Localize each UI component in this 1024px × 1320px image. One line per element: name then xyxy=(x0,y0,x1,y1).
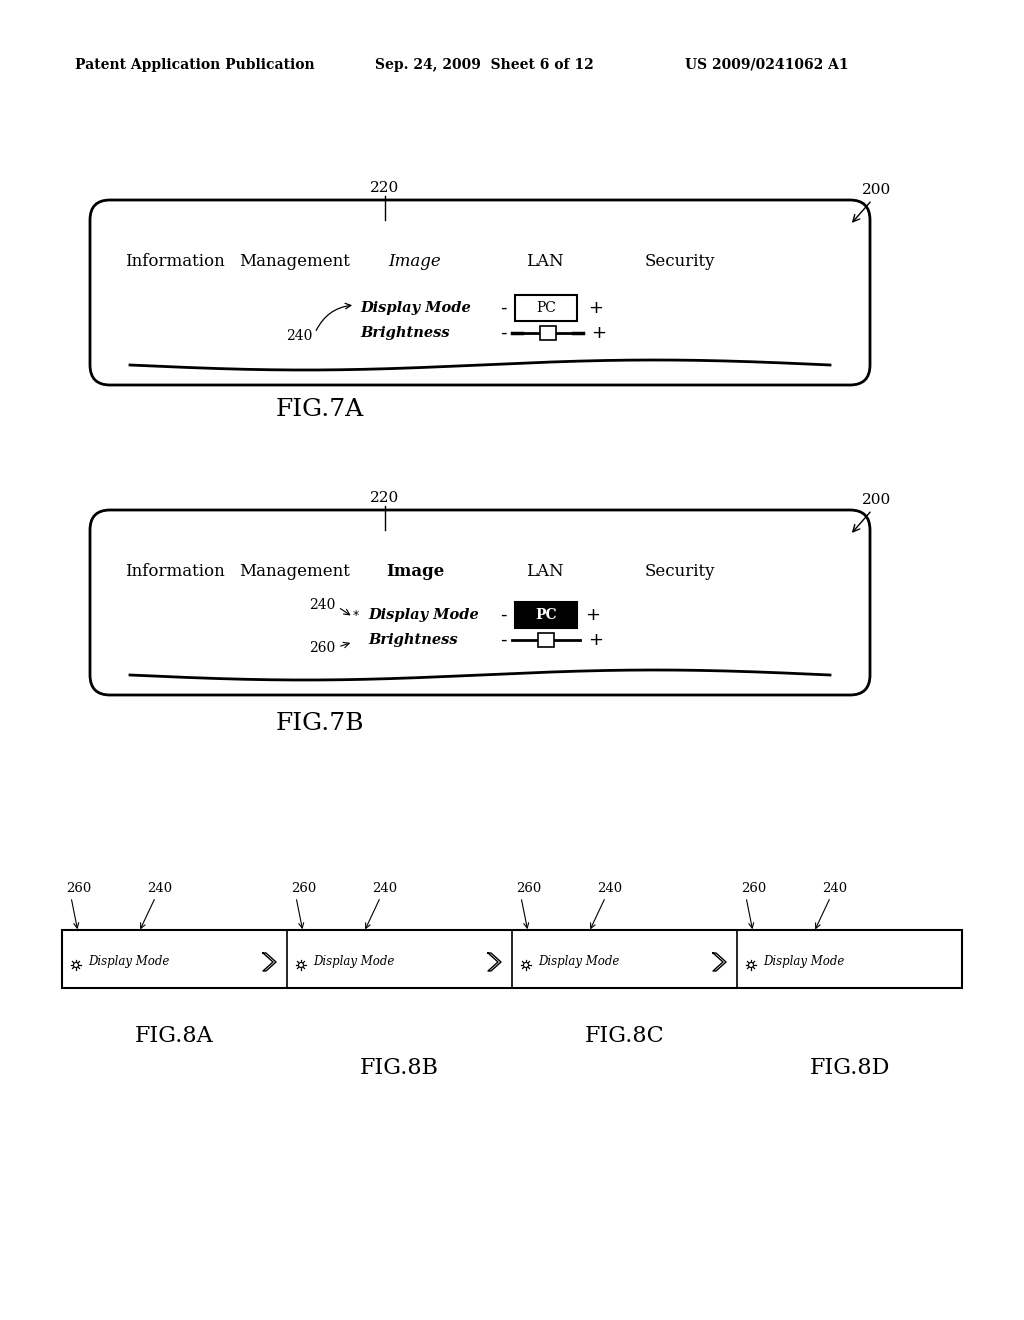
Text: Information: Information xyxy=(125,564,225,581)
Text: Display Mode: Display Mode xyxy=(368,609,479,622)
Circle shape xyxy=(523,962,528,968)
Text: LAN: LAN xyxy=(526,253,564,271)
Circle shape xyxy=(74,962,79,968)
Text: 240: 240 xyxy=(286,329,312,343)
Circle shape xyxy=(749,962,754,968)
Text: 220: 220 xyxy=(371,181,399,195)
Text: 240: 240 xyxy=(147,882,173,895)
Text: 240: 240 xyxy=(822,882,848,895)
Text: FIG.8D: FIG.8D xyxy=(809,1057,890,1078)
Text: 240: 240 xyxy=(308,598,335,612)
Text: 240: 240 xyxy=(597,882,623,895)
Text: 260: 260 xyxy=(291,882,316,895)
Text: Patent Application Publication: Patent Application Publication xyxy=(75,58,314,73)
Text: LAN: LAN xyxy=(526,564,564,581)
Text: 260: 260 xyxy=(516,882,542,895)
Circle shape xyxy=(299,962,303,968)
Text: Security: Security xyxy=(645,564,715,581)
Bar xyxy=(515,602,577,628)
Text: -: - xyxy=(500,631,506,649)
FancyBboxPatch shape xyxy=(90,510,870,696)
Text: -: - xyxy=(500,323,506,342)
Text: FIG.7A: FIG.7A xyxy=(275,399,365,421)
Text: Display Mode: Display Mode xyxy=(538,956,620,969)
Text: Display Mode: Display Mode xyxy=(360,301,471,315)
Text: -: - xyxy=(500,606,506,624)
Text: 200: 200 xyxy=(862,183,891,197)
Text: FIG.8B: FIG.8B xyxy=(360,1057,439,1078)
Text: Display Mode: Display Mode xyxy=(313,956,394,969)
Text: *: * xyxy=(353,609,359,622)
Text: PC: PC xyxy=(536,301,556,315)
Text: Brightness: Brightness xyxy=(360,326,450,341)
Bar xyxy=(515,294,577,321)
Text: 260: 260 xyxy=(66,882,91,895)
Text: Sep. 24, 2009  Sheet 6 of 12: Sep. 24, 2009 Sheet 6 of 12 xyxy=(375,58,594,73)
Text: +: + xyxy=(589,631,603,649)
Text: Management: Management xyxy=(240,253,350,271)
Text: FIG.8C: FIG.8C xyxy=(585,1026,665,1047)
Text: Security: Security xyxy=(645,253,715,271)
Text: +: + xyxy=(589,300,603,317)
Text: Image: Image xyxy=(389,253,441,271)
Text: Display Mode: Display Mode xyxy=(763,956,845,969)
Text: +: + xyxy=(592,323,606,342)
Text: Management: Management xyxy=(240,564,350,581)
Text: 220: 220 xyxy=(371,491,399,506)
Text: Image: Image xyxy=(386,564,444,581)
Text: US 2009/0241062 A1: US 2009/0241062 A1 xyxy=(685,58,849,73)
Text: FIG.7B: FIG.7B xyxy=(275,713,365,735)
Text: PC: PC xyxy=(536,609,557,622)
Bar xyxy=(62,931,962,987)
Text: Information: Information xyxy=(125,253,225,271)
Text: 260: 260 xyxy=(741,882,766,895)
Bar xyxy=(538,634,554,647)
FancyBboxPatch shape xyxy=(90,201,870,385)
Text: Brightness: Brightness xyxy=(368,634,458,647)
Text: 260: 260 xyxy=(309,642,335,655)
Text: -: - xyxy=(500,300,506,317)
Text: Display Mode: Display Mode xyxy=(88,956,169,969)
Text: FIG.8A: FIG.8A xyxy=(135,1026,214,1047)
Text: 200: 200 xyxy=(862,492,891,507)
Bar xyxy=(540,326,555,341)
Text: 240: 240 xyxy=(373,882,397,895)
Text: +: + xyxy=(586,606,600,624)
